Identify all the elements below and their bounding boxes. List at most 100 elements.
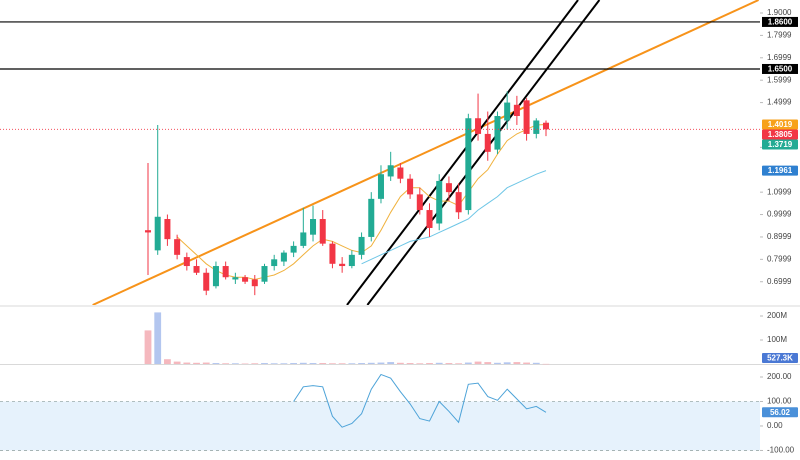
price-marker-label: 1.1961 (768, 166, 793, 175)
volume-bar (241, 363, 249, 365)
cci-marker (762, 407, 798, 418)
candle-body (310, 219, 317, 235)
price-marker (762, 139, 798, 150)
volume-bar (290, 363, 298, 364)
volume-bar (435, 362, 443, 364)
volume-bar (426, 363, 433, 364)
candle-body (203, 272, 210, 291)
candle-body (445, 183, 452, 193)
volume-bar (193, 362, 200, 364)
candle-body (251, 279, 258, 287)
candle-body (455, 192, 462, 213)
volume-bar (358, 363, 365, 364)
volume-bar (270, 363, 278, 364)
trendline (346, 0, 579, 305)
volume-bar (144, 330, 152, 364)
volume-bar (396, 362, 404, 364)
candle-body (533, 120, 540, 134)
price-marker (762, 129, 798, 140)
level-label: 1.6500 (768, 65, 793, 74)
candle-body (397, 167, 404, 179)
y-tick-label: 1.4999 (767, 98, 792, 107)
candle-body (416, 194, 423, 211)
volume-bar (309, 363, 317, 364)
moving-average (361, 170, 547, 265)
volume-bar (542, 363, 550, 365)
y-tick-label: 0.6999 (767, 277, 792, 286)
candle-body (475, 118, 482, 134)
volume-bar (261, 363, 268, 364)
y-tick-label: 1.0999 (767, 187, 792, 196)
volume-bar (484, 362, 492, 364)
candle-body (484, 133, 491, 152)
candle-body (513, 104, 520, 116)
y-tick-label: 100M (767, 335, 787, 344)
candle-body (232, 277, 239, 280)
candle-body (154, 216, 161, 251)
volume-bar (474, 361, 482, 364)
volume-bar (348, 363, 356, 364)
candle-body (436, 180, 443, 224)
volume-marker (762, 353, 798, 363)
y-tick-label: 1.6999 (767, 53, 792, 62)
volume-bar (387, 362, 395, 364)
volume-bar (406, 363, 414, 364)
price-marker (762, 119, 798, 130)
volume-bar (299, 362, 307, 364)
volume-bar (202, 362, 210, 364)
candle-body (358, 236, 365, 255)
price-marker-label: 1.4019 (768, 120, 793, 129)
volume-bar (251, 363, 259, 364)
y-tick-label: 200M (767, 311, 787, 320)
y-tick-label: 1.5999 (767, 75, 792, 84)
volume-marker-label: 527.3K (767, 354, 793, 363)
volume-bar (231, 363, 239, 364)
candle-body (193, 266, 200, 273)
candle-body (271, 259, 278, 267)
y-tick-label: -100.00 (767, 446, 795, 455)
volume-bar (319, 363, 327, 364)
candle-body (329, 243, 336, 264)
volume-bar (523, 362, 530, 364)
cci-band (0, 401, 760, 451)
y-tick-label: 0.00 (767, 421, 783, 430)
cci-line (293, 373, 547, 428)
candle-body (523, 100, 530, 134)
volume-bar (377, 362, 385, 364)
candle-body (542, 122, 550, 130)
price-plot (92, 0, 760, 305)
volume-bar (494, 362, 501, 364)
candle-body (368, 198, 375, 237)
candle-body (407, 178, 414, 195)
price-marker (762, 165, 798, 176)
y-tick-label: 0.9999 (767, 210, 792, 219)
y-tick-label: 1.7999 (767, 31, 792, 40)
volume-bar (154, 312, 162, 364)
trendline (92, 0, 760, 305)
candle-body (465, 118, 472, 211)
volume-bar (329, 363, 336, 364)
volume-bar (367, 362, 375, 364)
candle-body (222, 266, 229, 278)
cci-marker-label: 56.02 (770, 408, 791, 417)
candle-body (339, 263, 346, 267)
candle-body (300, 232, 307, 246)
volume-bar (222, 363, 230, 364)
volume-bar (338, 363, 346, 364)
y-tick-label: 200.00 (767, 372, 792, 381)
volume-bar (164, 359, 171, 364)
y-tick-label: 100.00 (767, 397, 792, 406)
volume-bar (173, 361, 181, 364)
volume-bar (503, 362, 511, 364)
candle-body (261, 266, 268, 282)
candle-body (280, 252, 287, 262)
volume-bar (183, 362, 191, 364)
volume-bar (416, 363, 424, 364)
candle-body (387, 165, 394, 177)
candle-body (183, 257, 190, 267)
candle-body (290, 245, 297, 253)
candle-body (348, 254, 355, 267)
volume-bar (455, 363, 463, 364)
price-marker-label: 1.3719 (768, 140, 793, 149)
